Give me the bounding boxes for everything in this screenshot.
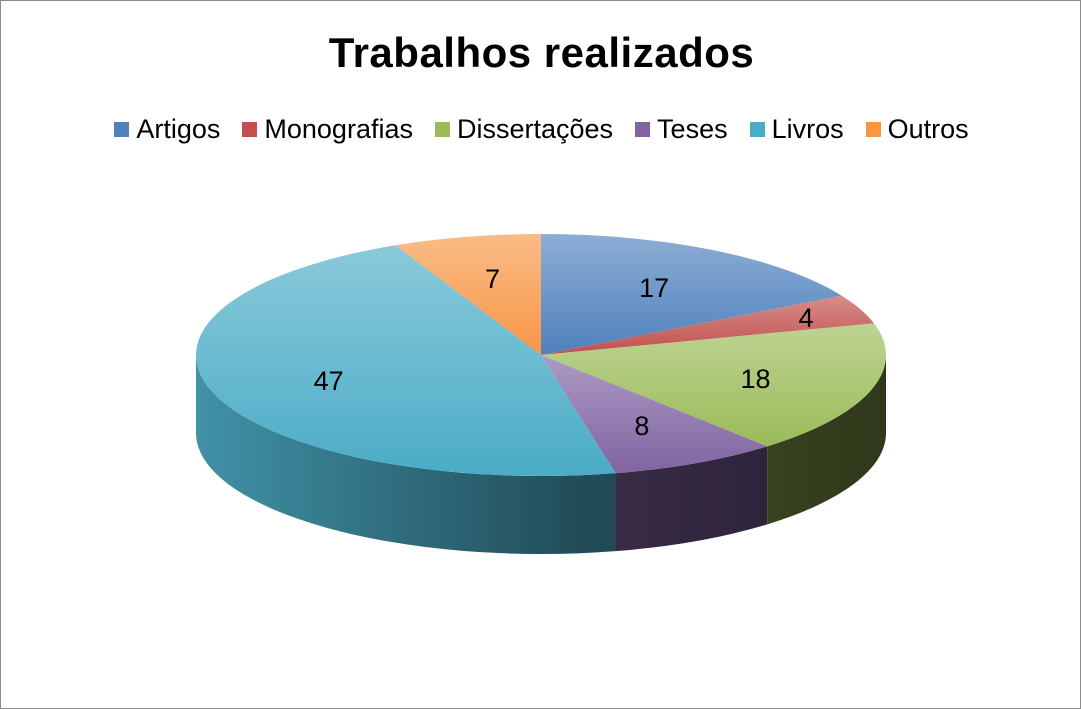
legend-label: Outros	[887, 114, 969, 144]
pie-slice	[541, 323, 886, 447]
legend-label: Livros	[771, 114, 844, 144]
chart-title: Trabalhos realizados	[328, 29, 755, 76]
data-label: 18	[741, 364, 771, 394]
legend-swatch	[749, 122, 765, 137]
pie-slice	[196, 245, 616, 476]
legend-label: Artigos	[136, 114, 221, 144]
chart-legend: Artigos Monografias Dissertações Teses Livro…	[1, 114, 1081, 145]
legend-item: Artigos	[114, 114, 220, 145]
pie-slice	[541, 295, 875, 355]
pie-slice	[395, 234, 541, 355]
pie-slice-side	[767, 355, 886, 525]
data-label: 4	[798, 303, 813, 333]
legend-item: Livros	[749, 114, 844, 145]
legend-item: Outros	[865, 114, 969, 145]
data-label: 47	[314, 366, 344, 396]
legend-swatch	[865, 122, 881, 137]
legend-swatch	[242, 122, 258, 137]
legend-swatch	[434, 122, 450, 137]
legend-label: Teses	[657, 114, 728, 144]
data-label: 17	[639, 273, 669, 303]
pie-slice-side	[615, 446, 768, 552]
data-label: 7	[485, 264, 500, 294]
legend-label: Dissertações	[456, 114, 614, 144]
legend-item: Dissertações	[434, 114, 614, 145]
data-label: 8	[634, 411, 649, 441]
pie-slice	[541, 234, 842, 355]
legend-item: Monografias	[242, 114, 413, 145]
pie-slice-side	[196, 355, 616, 554]
legend-swatch	[114, 122, 130, 137]
legend-swatch	[635, 122, 651, 137]
legend-item: Teses	[635, 114, 728, 145]
legend-label: Monografias	[264, 114, 413, 144]
pie-slice	[541, 355, 768, 474]
